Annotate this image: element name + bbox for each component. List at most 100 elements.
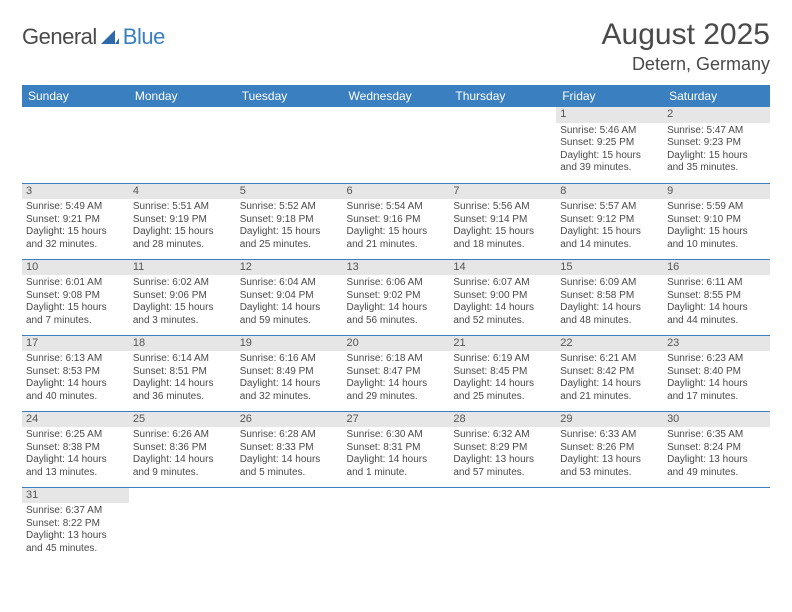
calendar-day-cell: 26Sunrise: 6:28 AMSunset: 8:33 PMDayligh… xyxy=(236,411,343,487)
calendar-day-cell: 29Sunrise: 6:33 AMSunset: 8:26 PMDayligh… xyxy=(556,411,663,487)
sunrise-text: Sunrise: 5:51 AM xyxy=(133,201,232,214)
sunset-text: Sunset: 9:19 PM xyxy=(133,214,232,227)
sunrise-text: Sunrise: 6:19 AM xyxy=(453,353,552,366)
calendar-day-cell: 14Sunrise: 6:07 AMSunset: 9:00 PMDayligh… xyxy=(449,259,556,335)
sunrise-text: Sunrise: 6:21 AM xyxy=(560,353,659,366)
sunrise-text: Sunrise: 6:25 AM xyxy=(26,429,125,442)
sunrise-text: Sunrise: 6:37 AM xyxy=(26,505,125,518)
weekday-header: Thursday xyxy=(449,85,556,107)
calendar-day-cell: 12Sunrise: 6:04 AMSunset: 9:04 PMDayligh… xyxy=(236,259,343,335)
day-number: 16 xyxy=(663,260,770,276)
day-number: 8 xyxy=(556,184,663,200)
daylight-text-2: and 36 minutes. xyxy=(133,391,232,404)
day-number: 27 xyxy=(343,412,450,428)
calendar-day-cell: 25Sunrise: 6:26 AMSunset: 8:36 PMDayligh… xyxy=(129,411,236,487)
calendar-day-cell: 13Sunrise: 6:06 AMSunset: 9:02 PMDayligh… xyxy=(343,259,450,335)
daylight-text-2: and 48 minutes. xyxy=(560,315,659,328)
calendar-day-cell: 8Sunrise: 5:57 AMSunset: 9:12 PMDaylight… xyxy=(556,183,663,259)
sunset-text: Sunset: 8:42 PM xyxy=(560,366,659,379)
calendar-day-cell: 15Sunrise: 6:09 AMSunset: 8:58 PMDayligh… xyxy=(556,259,663,335)
daylight-text-2: and 44 minutes. xyxy=(667,315,766,328)
sunrise-text: Sunrise: 6:06 AM xyxy=(347,277,446,290)
sunrise-text: Sunrise: 5:57 AM xyxy=(560,201,659,214)
daylight-text-2: and 56 minutes. xyxy=(347,315,446,328)
daylight-text-2: and 21 minutes. xyxy=(347,239,446,252)
sunset-text: Sunset: 8:47 PM xyxy=(347,366,446,379)
daylight-text-2: and 5 minutes. xyxy=(240,467,339,480)
sunset-text: Sunset: 9:12 PM xyxy=(560,214,659,227)
sunrise-text: Sunrise: 6:02 AM xyxy=(133,277,232,290)
sunset-text: Sunset: 9:08 PM xyxy=(26,290,125,303)
calendar-day-cell: 31Sunrise: 6:37 AMSunset: 8:22 PMDayligh… xyxy=(22,487,129,563)
daylight-text-1: Daylight: 14 hours xyxy=(347,302,446,315)
day-number: 17 xyxy=(22,336,129,352)
day-number: 14 xyxy=(449,260,556,276)
daylight-text-1: Daylight: 14 hours xyxy=(133,454,232,467)
sunset-text: Sunset: 9:10 PM xyxy=(667,214,766,227)
day-number: 2 xyxy=(663,107,770,123)
daylight-text-2: and 25 minutes. xyxy=(453,391,552,404)
daylight-text-1: Daylight: 14 hours xyxy=(560,378,659,391)
sunrise-text: Sunrise: 6:01 AM xyxy=(26,277,125,290)
calendar-day-cell: 18Sunrise: 6:14 AMSunset: 8:51 PMDayligh… xyxy=(129,335,236,411)
day-number: 13 xyxy=(343,260,450,276)
calendar-day-cell: 21Sunrise: 6:19 AMSunset: 8:45 PMDayligh… xyxy=(449,335,556,411)
daylight-text-2: and 28 minutes. xyxy=(133,239,232,252)
daylight-text-2: and 52 minutes. xyxy=(453,315,552,328)
calendar-day-cell: 4Sunrise: 5:51 AMSunset: 9:19 PMDaylight… xyxy=(129,183,236,259)
location-label: Detern, Germany xyxy=(602,54,770,75)
sunset-text: Sunset: 8:24 PM xyxy=(667,442,766,455)
calendar-day-cell: 10Sunrise: 6:01 AMSunset: 9:08 PMDayligh… xyxy=(22,259,129,335)
sunset-text: Sunset: 9:06 PM xyxy=(133,290,232,303)
daylight-text-2: and 32 minutes. xyxy=(26,239,125,252)
calendar-day-cell: 27Sunrise: 6:30 AMSunset: 8:31 PMDayligh… xyxy=(343,411,450,487)
daylight-text-1: Daylight: 15 hours xyxy=(133,226,232,239)
day-number: 31 xyxy=(22,488,129,504)
sunrise-text: Sunrise: 5:49 AM xyxy=(26,201,125,214)
calendar-day-cell: 24Sunrise: 6:25 AMSunset: 8:38 PMDayligh… xyxy=(22,411,129,487)
weekday-header: Saturday xyxy=(663,85,770,107)
day-number: 18 xyxy=(129,336,236,352)
daylight-text-2: and 45 minutes. xyxy=(26,543,125,556)
day-number: 29 xyxy=(556,412,663,428)
sunset-text: Sunset: 9:02 PM xyxy=(347,290,446,303)
calendar-day-cell: 22Sunrise: 6:21 AMSunset: 8:42 PMDayligh… xyxy=(556,335,663,411)
calendar-week-row: 10Sunrise: 6:01 AMSunset: 9:08 PMDayligh… xyxy=(22,259,770,335)
day-number: 1 xyxy=(556,107,663,123)
weekday-header: Tuesday xyxy=(236,85,343,107)
calendar-day-cell xyxy=(22,107,129,183)
sunset-text: Sunset: 8:55 PM xyxy=(667,290,766,303)
sunrise-text: Sunrise: 6:04 AM xyxy=(240,277,339,290)
daylight-text-2: and 13 minutes. xyxy=(26,467,125,480)
daylight-text-1: Daylight: 15 hours xyxy=(133,302,232,315)
sunrise-text: Sunrise: 6:14 AM xyxy=(133,353,232,366)
calendar-day-cell xyxy=(449,487,556,563)
calendar-day-cell xyxy=(236,487,343,563)
sunset-text: Sunset: 9:00 PM xyxy=(453,290,552,303)
daylight-text-2: and 35 minutes. xyxy=(667,162,766,175)
sunset-text: Sunset: 8:26 PM xyxy=(560,442,659,455)
sunset-text: Sunset: 9:23 PM xyxy=(667,137,766,150)
daylight-text-2: and 7 minutes. xyxy=(26,315,125,328)
sunset-text: Sunset: 8:58 PM xyxy=(560,290,659,303)
daylight-text-1: Daylight: 15 hours xyxy=(347,226,446,239)
daylight-text-2: and 29 minutes. xyxy=(347,391,446,404)
day-number: 24 xyxy=(22,412,129,428)
calendar-week-row: 1Sunrise: 5:46 AMSunset: 9:25 PMDaylight… xyxy=(22,107,770,183)
sunset-text: Sunset: 8:31 PM xyxy=(347,442,446,455)
sunrise-text: Sunrise: 6:18 AM xyxy=(347,353,446,366)
calendar-day-cell: 3Sunrise: 5:49 AMSunset: 9:21 PMDaylight… xyxy=(22,183,129,259)
sunrise-text: Sunrise: 5:54 AM xyxy=(347,201,446,214)
calendar-week-row: 31Sunrise: 6:37 AMSunset: 8:22 PMDayligh… xyxy=(22,487,770,563)
sunset-text: Sunset: 8:36 PM xyxy=(133,442,232,455)
sunrise-text: Sunrise: 5:46 AM xyxy=(560,125,659,138)
calendar-day-cell: 30Sunrise: 6:35 AMSunset: 8:24 PMDayligh… xyxy=(663,411,770,487)
sunset-text: Sunset: 9:18 PM xyxy=(240,214,339,227)
daylight-text-2: and 40 minutes. xyxy=(26,391,125,404)
sunrise-text: Sunrise: 6:28 AM xyxy=(240,429,339,442)
calendar-day-cell: 2Sunrise: 5:47 AMSunset: 9:23 PMDaylight… xyxy=(663,107,770,183)
logo-text-part1: General xyxy=(22,24,97,50)
calendar-day-cell xyxy=(129,107,236,183)
weekday-header: Wednesday xyxy=(343,85,450,107)
sunset-text: Sunset: 9:04 PM xyxy=(240,290,339,303)
